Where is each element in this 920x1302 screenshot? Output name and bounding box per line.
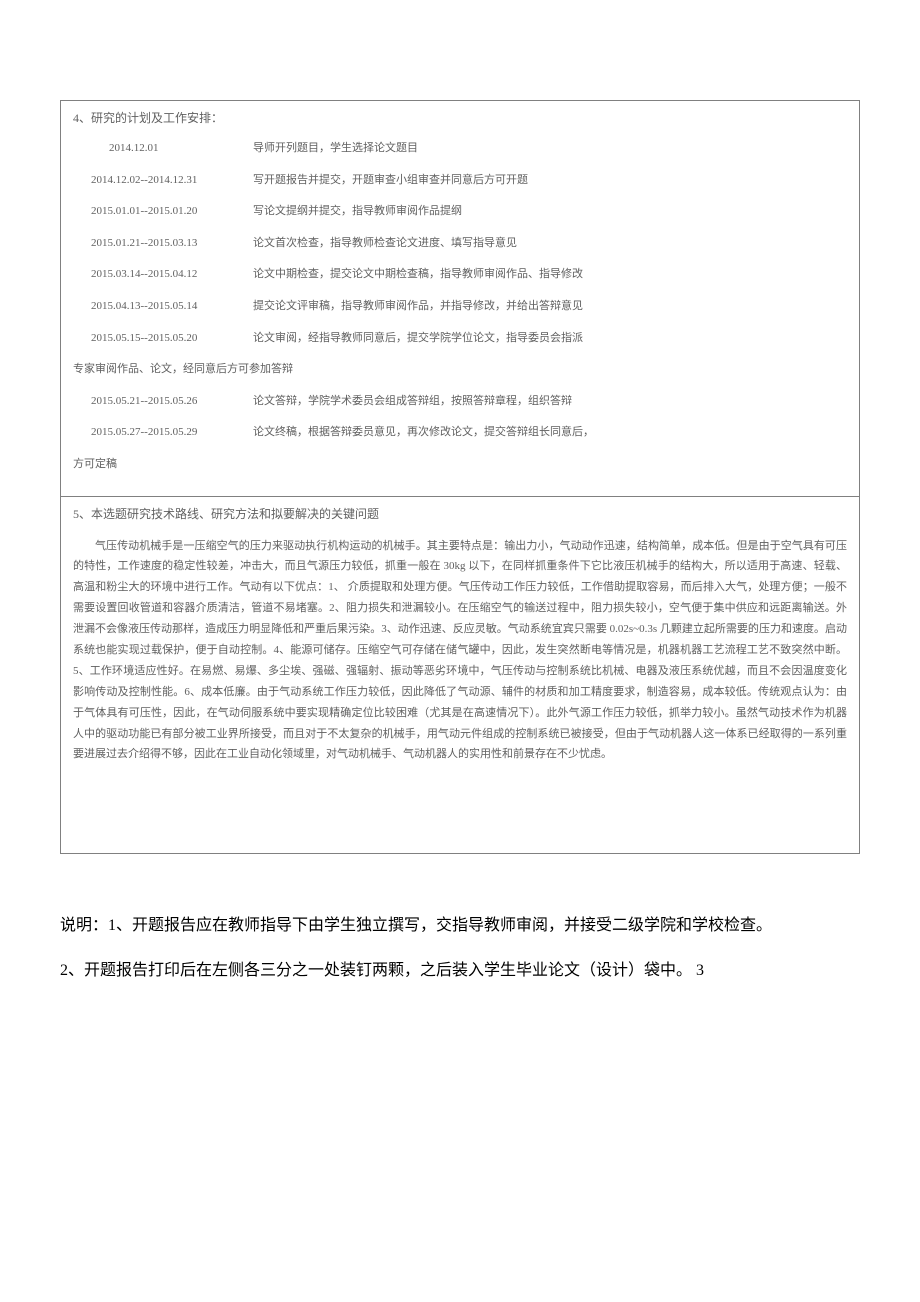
document-table: 4、研究的计划及工作安排： 2014.12.01导师开列题目，学生选择论文题目2…	[60, 100, 860, 854]
note-2: 2、开题报告打印后在左侧各三分之一处装钉两颗，之后装入学生毕业论文（设计）袋中。…	[60, 949, 860, 994]
schedule-date: 2015.05.27--2015.05.29	[73, 424, 253, 442]
schedule-date: 2015.01.01--2015.01.20	[73, 203, 253, 221]
schedule-continuation: 方可定稿	[73, 456, 847, 474]
schedule-row: 2014.12.01导师开列题目，学生选择论文题目	[73, 140, 847, 158]
schedule-row: 2015.01.01--2015.01.20写论文提纲并提交，指导教师审阅作品提…	[73, 203, 847, 221]
schedule-continuation: 专家审阅作品、论文，经同意后方可参加答辩	[73, 361, 847, 379]
schedule-description: 论文审阅，经指导教师同意后，提交学院学位论文，指导委员会指派	[253, 330, 847, 348]
notes-section: 说明：1、开题报告应在教师指导下由学生独立撰写，交指导教师审阅，并接受二级学院和…	[60, 904, 860, 994]
schedule-row: 2014.12.02--2014.12.31写开题报告并提交，开题审查小组审查并…	[73, 172, 847, 190]
section-4-title: 4、研究的计划及工作安排：	[73, 109, 847, 126]
schedule-description: 写论文提纲并提交，指导教师审阅作品提纲	[253, 203, 847, 221]
schedule-description: 提交论文评审稿，指导教师审阅作品，并指导修改，并给出答辩意见	[253, 298, 847, 316]
schedule-date: 2015.04.13--2015.05.14	[73, 298, 253, 316]
section-4: 4、研究的计划及工作安排： 2014.12.01导师开列题目，学生选择论文题目2…	[61, 101, 859, 497]
schedule-date: 2015.05.21--2015.05.26	[73, 393, 253, 411]
note-1: 说明：1、开题报告应在教师指导下由学生独立撰写，交指导教师审阅，并接受二级学院和…	[60, 904, 860, 949]
schedule-date: 2014.12.02--2014.12.31	[73, 172, 253, 190]
schedule-row: 2015.05.15--2015.05.20论文审阅，经指导教师同意后，提交学院…	[73, 330, 847, 348]
schedule-row: 2015.05.27--2015.05.29论文终稿，根据答辩委员意见，再次修改…	[73, 424, 847, 442]
schedule-row: 2015.04.13--2015.05.14提交论文评审稿，指导教师审阅作品，并…	[73, 298, 847, 316]
section-5-spacer	[73, 765, 847, 845]
schedule-row: 2015.01.21--2015.03.13论文首次检查，指导教师检查论文进度、…	[73, 235, 847, 253]
schedule-date: 2014.12.01	[73, 140, 253, 158]
section-5-title: 5、本选题研究技术路线、研究方法和拟要解决的关键问题	[73, 505, 847, 522]
schedule-description: 论文终稿，根据答辩委员意见，再次修改论文，提交答辩组长同意后，	[253, 424, 847, 442]
schedule-description: 论文答辩，学院学术委员会组成答辩组，按照答辩章程，组织答辩	[253, 393, 847, 411]
schedule-description: 论文首次检查，指导教师检查论文进度、填写指导意见	[253, 235, 847, 253]
schedule-description: 论文中期检查，提交论文中期检查稿，指导教师审阅作品、指导修改	[253, 266, 847, 284]
section-5-body: 气压传动机械手是一压缩空气的压力来驱动执行机构运动的机械手。其主要特点是：输出力…	[73, 536, 847, 766]
schedule-description: 导师开列题目，学生选择论文题目	[253, 140, 847, 158]
section-5: 5、本选题研究技术路线、研究方法和拟要解决的关键问题 气压传动机械手是一压缩空气…	[61, 497, 859, 854]
schedule-row: 2015.05.21--2015.05.26论文答辩，学院学术委员会组成答辩组，…	[73, 393, 847, 411]
schedule-date: 2015.01.21--2015.03.13	[73, 235, 253, 253]
schedule-date: 2015.03.14--2015.04.12	[73, 266, 253, 284]
schedule-description: 写开题报告并提交，开题审查小组审查并同意后方可开题	[253, 172, 847, 190]
schedule-list: 2014.12.01导师开列题目，学生选择论文题目2014.12.02--201…	[73, 140, 847, 474]
schedule-row: 2015.03.14--2015.04.12论文中期检查，提交论文中期检查稿，指…	[73, 266, 847, 284]
schedule-date: 2015.05.15--2015.05.20	[73, 330, 253, 348]
